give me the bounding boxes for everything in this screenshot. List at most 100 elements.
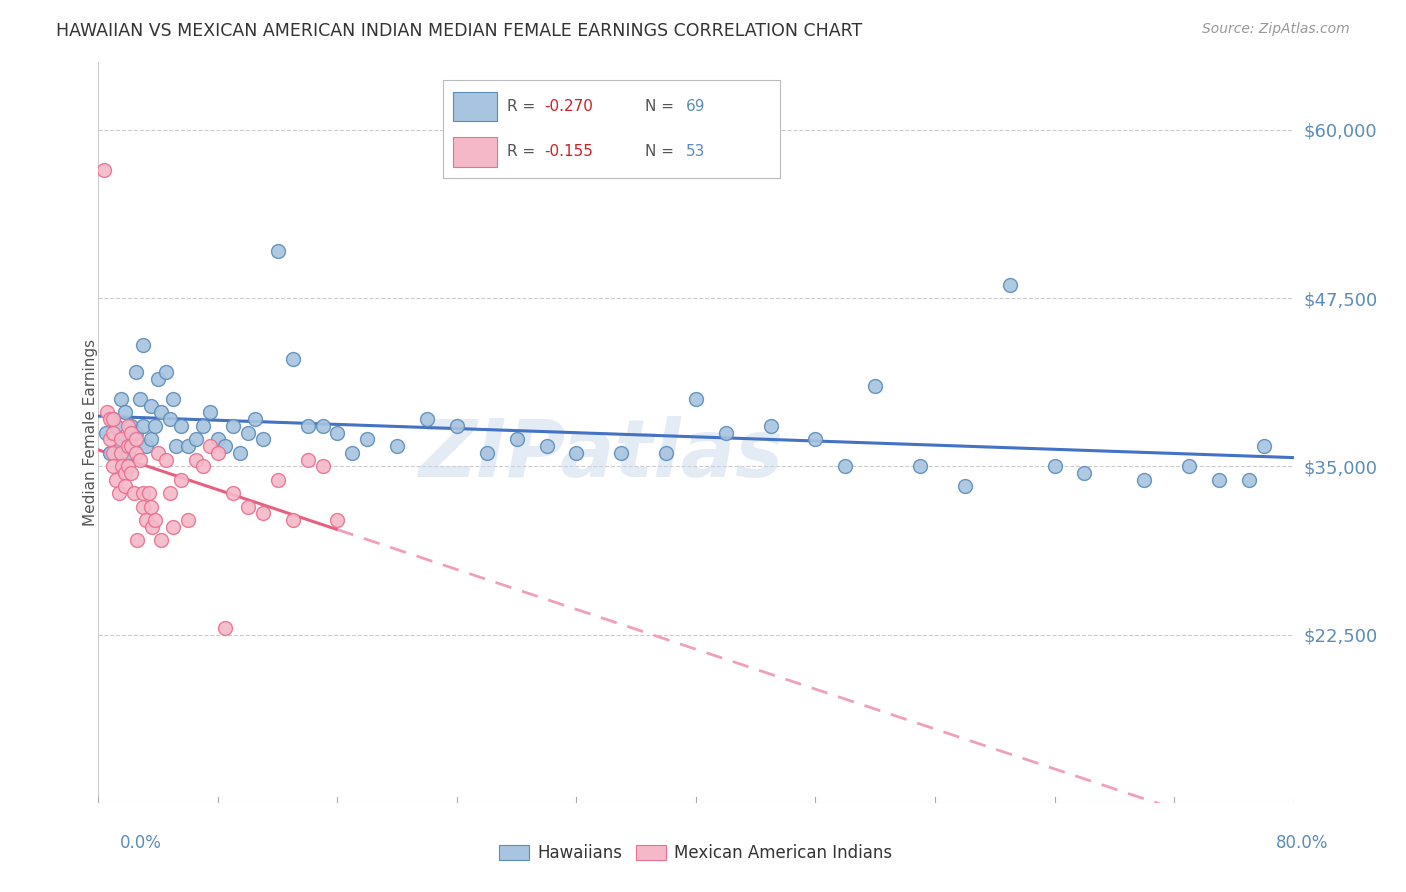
Point xyxy=(117,433,139,447)
Text: R =: R = xyxy=(508,99,540,114)
Point xyxy=(138,486,160,500)
Point xyxy=(222,486,245,500)
Point xyxy=(127,533,149,548)
Point xyxy=(252,507,274,521)
Point xyxy=(143,418,166,433)
Y-axis label: Median Female Earnings: Median Female Earnings xyxy=(83,339,97,526)
Point xyxy=(96,405,118,419)
Point xyxy=(998,277,1021,292)
Text: ZIPatlas: ZIPatlas xyxy=(418,416,783,494)
Point xyxy=(117,446,139,460)
Point xyxy=(475,446,498,460)
Point xyxy=(117,459,139,474)
Point xyxy=(1237,473,1260,487)
Point xyxy=(1073,466,1095,480)
Point xyxy=(150,405,173,419)
Point xyxy=(132,500,155,514)
Point xyxy=(267,473,290,487)
Text: 80.0%: 80.0% xyxy=(1277,834,1329,852)
Text: N =: N = xyxy=(645,145,679,160)
Text: 53: 53 xyxy=(686,145,706,160)
Point xyxy=(236,425,259,440)
Point xyxy=(110,433,132,447)
Point xyxy=(281,513,304,527)
Point xyxy=(103,412,125,426)
Point xyxy=(184,433,207,447)
Point xyxy=(610,446,633,460)
Point xyxy=(311,418,333,433)
Point xyxy=(148,372,170,386)
Point xyxy=(93,163,115,178)
Point xyxy=(120,466,142,480)
Point xyxy=(103,446,125,460)
Point xyxy=(139,399,162,413)
Point xyxy=(1178,459,1201,474)
Text: 69: 69 xyxy=(686,99,706,114)
Text: N =: N = xyxy=(645,99,679,114)
Point xyxy=(125,446,148,460)
Text: -0.270: -0.270 xyxy=(544,99,593,114)
Point xyxy=(120,425,142,440)
Point xyxy=(105,473,128,487)
Point xyxy=(229,446,252,460)
Point xyxy=(177,439,200,453)
Point xyxy=(297,418,319,433)
Point xyxy=(117,439,139,453)
Point xyxy=(200,405,222,419)
Bar xyxy=(453,137,496,167)
Point xyxy=(150,533,173,548)
Point xyxy=(207,446,229,460)
Point xyxy=(159,412,181,426)
Point xyxy=(281,351,304,366)
Text: HAWAIIAN VS MEXICAN AMERICAN INDIAN MEDIAN FEMALE EARNINGS CORRELATION CHART: HAWAIIAN VS MEXICAN AMERICAN INDIAN MEDI… xyxy=(56,22,862,40)
Point xyxy=(191,418,214,433)
Point xyxy=(111,459,134,474)
Point xyxy=(169,418,191,433)
Point xyxy=(207,433,229,447)
Point xyxy=(132,486,155,500)
Point xyxy=(114,466,136,480)
Point xyxy=(1253,439,1275,453)
Point xyxy=(124,486,146,500)
Point xyxy=(117,418,139,433)
Point xyxy=(120,418,142,433)
Point xyxy=(536,439,558,453)
Point xyxy=(132,338,155,352)
Point xyxy=(267,244,290,258)
Point xyxy=(326,425,349,440)
Point xyxy=(132,418,155,433)
Point xyxy=(162,520,184,534)
Point xyxy=(114,405,136,419)
Point xyxy=(326,513,349,527)
Point xyxy=(953,479,976,493)
Point xyxy=(162,392,184,406)
Point xyxy=(125,365,148,379)
Point xyxy=(834,459,856,474)
Point xyxy=(114,479,136,493)
Point xyxy=(214,621,236,635)
Point xyxy=(110,446,132,460)
Text: R =: R = xyxy=(508,145,540,160)
Point xyxy=(184,452,207,467)
Point xyxy=(103,412,125,426)
Point xyxy=(236,500,259,514)
Point xyxy=(129,452,152,467)
Point xyxy=(159,486,181,500)
Point xyxy=(120,439,142,453)
Point xyxy=(385,439,409,453)
Point xyxy=(165,439,187,453)
Point xyxy=(177,513,200,527)
Point xyxy=(865,378,887,392)
Point xyxy=(135,439,157,453)
Point xyxy=(252,433,274,447)
Point xyxy=(191,459,214,474)
Point xyxy=(685,392,707,406)
Point xyxy=(655,446,678,460)
Point xyxy=(342,446,364,460)
Text: 0.0%: 0.0% xyxy=(120,834,162,852)
Text: -0.155: -0.155 xyxy=(544,145,593,160)
Point xyxy=(141,520,163,534)
Point xyxy=(129,392,152,406)
Point xyxy=(1043,459,1066,474)
Point xyxy=(446,418,468,433)
